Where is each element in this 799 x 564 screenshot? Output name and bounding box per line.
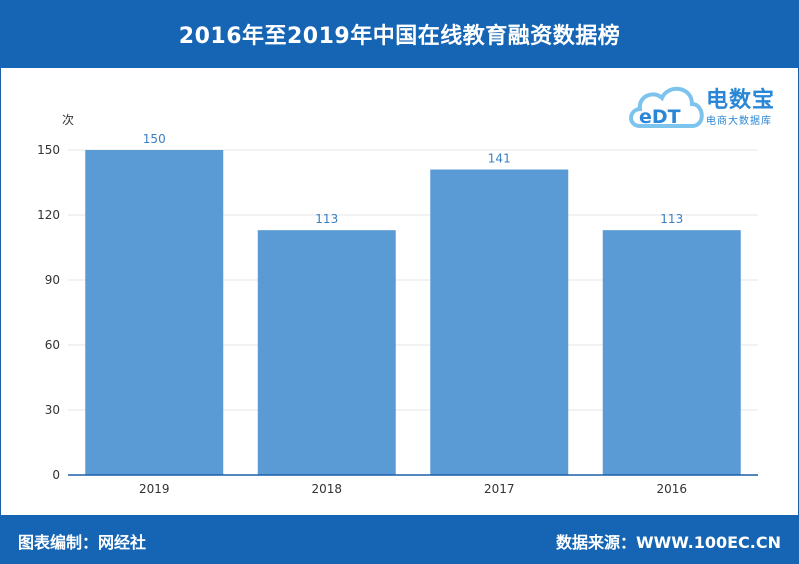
- y-tick-label: 60: [45, 338, 60, 352]
- y-tick-label: 150: [37, 143, 60, 157]
- y-tick-label: 90: [45, 273, 60, 287]
- y-tick-label: 0: [52, 468, 60, 482]
- logo-mark: eDT: [639, 106, 681, 128]
- chart-title: 2016年至2019年中国在线教育融资数据榜: [178, 24, 621, 49]
- bar: [430, 169, 569, 475]
- y-tick-label: 30: [45, 403, 60, 417]
- bar: [602, 230, 741, 475]
- x-tick-label: 2016: [656, 482, 687, 496]
- brand-logo: eDT 电数宝 电商大数据库: [626, 76, 791, 138]
- x-tick-label: 2017: [484, 482, 515, 496]
- data-label: 150: [143, 132, 166, 146]
- footer-credit: 图表编制：网经社: [18, 533, 147, 552]
- chart-header: 2016年至2019年中国在线教育融资数据榜: [0, 0, 799, 68]
- x-tick-label: 2019: [139, 482, 170, 496]
- bar: [257, 230, 396, 475]
- chart-footer: 图表编制：网经社 数据来源：WWW.100EC.CN: [0, 515, 799, 564]
- bar: [85, 150, 224, 475]
- data-label: 113: [660, 212, 683, 226]
- y-tick-label: 120: [37, 208, 60, 222]
- logo-subtitle: 电商大数据库: [706, 116, 772, 127]
- data-label: 141: [488, 152, 511, 166]
- data-label: 113: [315, 212, 338, 226]
- x-tick-label: 2018: [311, 482, 342, 496]
- cloud-logo-icon: eDT: [629, 87, 704, 128]
- footer-source: 数据来源：WWW.100EC.CN: [555, 533, 781, 552]
- y-axis-label: 次: [62, 113, 74, 127]
- logo-name: 电数宝: [706, 88, 776, 113]
